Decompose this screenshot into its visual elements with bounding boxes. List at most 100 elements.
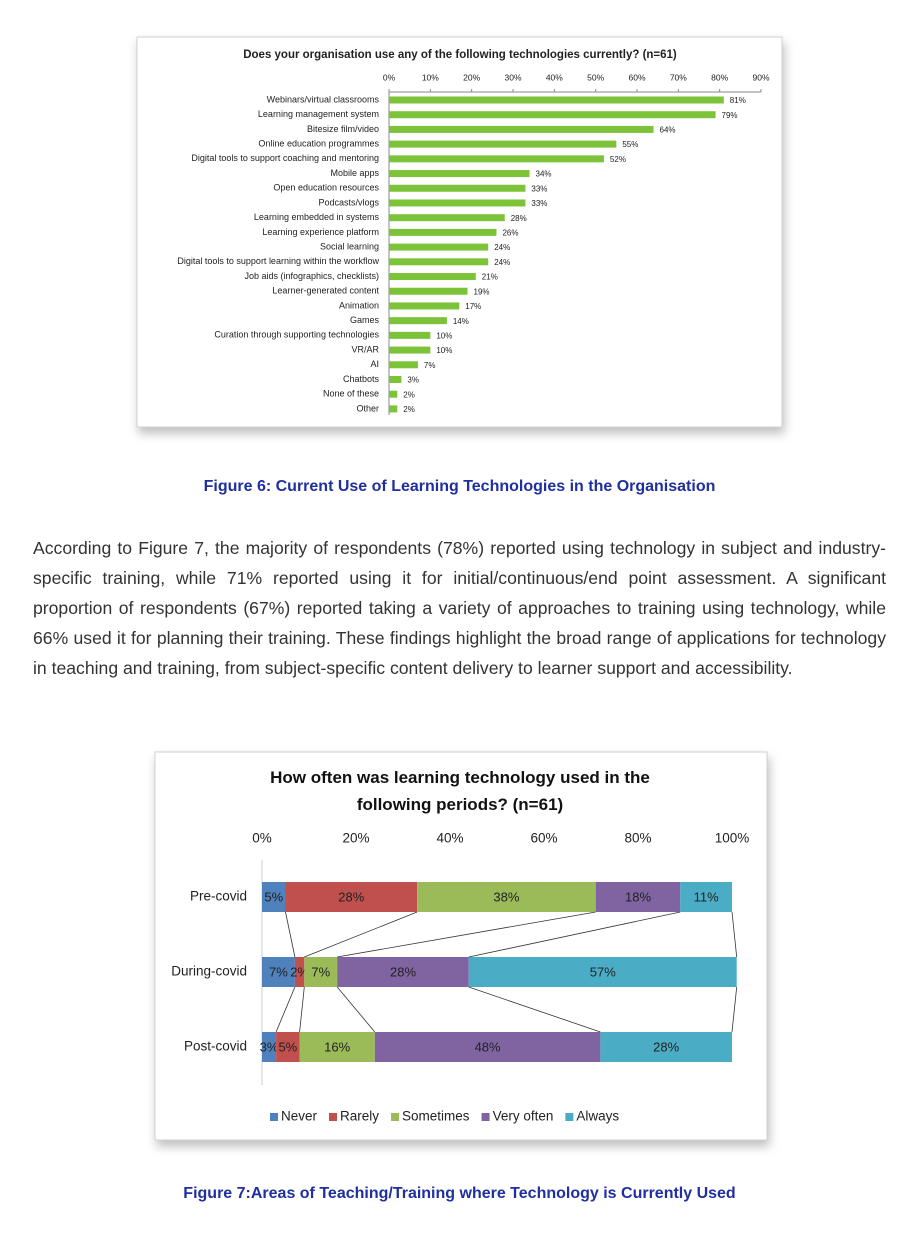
bar — [389, 140, 617, 148]
category-label: During-covid — [171, 964, 247, 979]
bar — [389, 302, 460, 310]
value-label: 28% — [653, 1039, 679, 1054]
bar — [389, 258, 489, 266]
bar — [389, 375, 402, 383]
value-label: 3% — [260, 1039, 279, 1054]
connector — [468, 986, 601, 1033]
bar-segment — [417, 882, 596, 912]
value-label: 7% — [269, 964, 288, 979]
x-tick-label: 50% — [587, 72, 604, 82]
value-label: 19% — [474, 287, 490, 296]
value-label: 24% — [494, 258, 510, 267]
x-tick-label: 40% — [546, 72, 563, 82]
bar — [389, 155, 604, 163]
bar — [389, 346, 431, 354]
value-label: 5% — [278, 1039, 297, 1054]
value-label: 21% — [482, 273, 498, 282]
legend-swatch — [481, 1113, 490, 1121]
value-label: 14% — [453, 317, 469, 326]
connector — [336, 986, 376, 1033]
bar — [389, 287, 468, 295]
category-label: Other — [356, 403, 379, 413]
x-tick-label: 20% — [463, 72, 480, 82]
value-label: 5% — [264, 889, 283, 904]
bar-segment — [468, 957, 737, 987]
x-tick-label: 10% — [422, 72, 439, 82]
category-label: Learning experience platform — [262, 227, 379, 237]
value-label: 10% — [436, 331, 452, 340]
category-label: None of these — [323, 389, 379, 399]
value-label: 17% — [465, 302, 481, 311]
x-tick-label: 100% — [715, 831, 750, 846]
connector — [337, 911, 596, 958]
bar — [389, 331, 431, 339]
bar — [389, 111, 716, 119]
value-label: 81% — [730, 96, 746, 105]
value-label: 26% — [502, 228, 518, 237]
legend-swatch — [391, 1113, 400, 1121]
chart-frame — [154, 751, 768, 1141]
value-label: 28% — [390, 964, 416, 979]
bar-segment — [262, 882, 286, 912]
category-label: Pre-covid — [190, 889, 247, 904]
bar-segment — [374, 1032, 601, 1062]
value-label: 11% — [694, 889, 719, 904]
value-label: 28% — [511, 214, 527, 223]
x-tick-label: 80% — [624, 831, 651, 846]
legend-label: Always — [576, 1109, 619, 1124]
bar — [389, 96, 724, 104]
category-label: Job aids (infographics, checklists) — [244, 271, 379, 281]
connector — [731, 986, 738, 1033]
bar-segment — [299, 1032, 375, 1062]
value-label: 24% — [494, 243, 510, 252]
legend-label: Never — [281, 1109, 318, 1124]
category-label: Online education programmes — [258, 139, 379, 149]
bar — [389, 214, 505, 222]
chart-title: Does your organisation use any of the fo… — [243, 49, 677, 61]
bar — [389, 405, 398, 413]
bar-segment — [285, 882, 418, 912]
x-tick-label: 30% — [504, 72, 521, 82]
x-tick-label: 60% — [628, 72, 645, 82]
value-label: 33% — [531, 199, 547, 208]
connector — [304, 911, 418, 958]
value-label: 10% — [436, 346, 452, 355]
x-tick-label: 40% — [436, 831, 463, 846]
figure-caption: Figure 6: Current Use of Learning Techno… — [203, 478, 716, 495]
category-label: Digital tools to support coaching and me… — [191, 153, 379, 163]
legend-swatch — [565, 1113, 574, 1121]
figure-caption: Figure 7:Areas of Teaching/Training wher… — [183, 1185, 736, 1202]
bar-segment — [680, 882, 732, 912]
bar-segment — [262, 1032, 277, 1062]
x-tick-label: 80% — [711, 72, 728, 82]
value-label: 7% — [311, 964, 330, 979]
legend-swatch — [270, 1113, 278, 1121]
bar — [389, 317, 447, 325]
connector — [285, 911, 296, 958]
bar — [389, 125, 654, 133]
value-label: 64% — [660, 126, 676, 135]
bar-segment — [276, 1032, 300, 1062]
x-tick-label: 20% — [342, 831, 369, 846]
bar — [389, 243, 489, 251]
category-label: Social learning — [320, 241, 379, 251]
value-label: 55% — [622, 140, 638, 149]
category-label: Learning embedded in systems — [254, 212, 380, 222]
value-label: 34% — [536, 170, 552, 179]
value-label: 79% — [722, 111, 738, 120]
connector — [299, 986, 305, 1033]
value-label: 48% — [475, 1039, 501, 1054]
category-label: Podcasts/vlogs — [318, 197, 379, 207]
category-label: Open education resources — [273, 183, 379, 193]
x-tick-label: 60% — [530, 831, 557, 846]
value-label: 18% — [625, 889, 651, 904]
value-label: 3% — [407, 376, 419, 385]
legend-label: Rarely — [340, 1109, 379, 1124]
x-tick-label: 0% — [383, 72, 396, 82]
legend-label: Sometimes — [402, 1109, 470, 1124]
connector — [731, 911, 738, 958]
category-label: Post-covid — [184, 1039, 247, 1054]
legend-swatch — [329, 1113, 338, 1121]
